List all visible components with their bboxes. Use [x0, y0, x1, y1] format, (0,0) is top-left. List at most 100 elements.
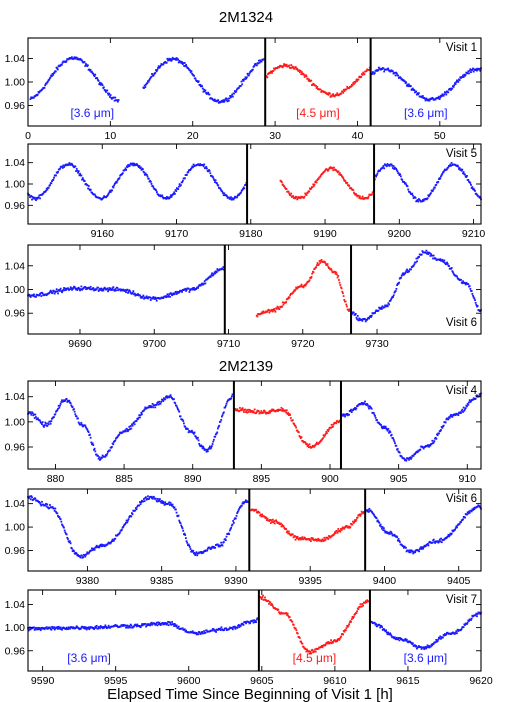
data-point	[290, 64, 293, 66]
data-point	[344, 179, 347, 182]
data-point	[101, 289, 103, 292]
data-point	[479, 196, 482, 198]
data-point	[237, 624, 240, 626]
data-point	[327, 168, 330, 171]
data-point	[473, 189, 476, 191]
data-point	[450, 633, 452, 636]
data-point	[57, 407, 59, 410]
data-point	[269, 518, 272, 521]
data-point	[326, 537, 329, 539]
data-point	[128, 289, 131, 292]
data-point	[397, 538, 400, 540]
data-point	[217, 101, 220, 104]
data-point	[476, 615, 478, 618]
data-point	[289, 294, 292, 297]
data-point	[381, 305, 384, 308]
data-point	[393, 440, 396, 443]
data-point	[113, 96, 115, 99]
y-tick-label: 1.04	[5, 260, 26, 272]
data-point	[38, 91, 41, 94]
data-point	[352, 311, 355, 314]
data-point	[47, 422, 49, 425]
data-point	[83, 626, 86, 628]
x-tick-label: 905	[390, 473, 408, 485]
data-point	[164, 501, 167, 504]
series-2-2	[279, 166, 375, 201]
data-point	[159, 500, 162, 503]
series-3-1	[27, 266, 225, 302]
data-point	[101, 543, 103, 546]
data-point	[136, 294, 139, 296]
data-point	[135, 508, 138, 511]
data-point	[266, 310, 269, 313]
data-point	[386, 305, 389, 308]
data-point	[391, 532, 393, 535]
data-point	[422, 447, 425, 450]
data-point	[263, 598, 266, 601]
data-point	[435, 183, 438, 186]
data-point	[131, 424, 134, 427]
data-point	[127, 292, 129, 294]
data-point	[133, 625, 135, 628]
data-point	[98, 546, 101, 549]
data-point	[349, 410, 352, 413]
data-point	[99, 83, 102, 86]
data-point	[80, 59, 83, 62]
data-point	[237, 509, 240, 512]
data-point	[397, 636, 400, 639]
data-point	[385, 165, 388, 168]
data-point	[198, 164, 201, 167]
data-point	[438, 178, 440, 181]
data-point	[420, 253, 423, 256]
data-point	[214, 272, 217, 275]
data-point	[338, 529, 341, 532]
data-point	[463, 409, 466, 412]
data-point	[284, 187, 287, 189]
data-point	[342, 295, 345, 297]
data-point	[145, 83, 147, 86]
data-point	[239, 625, 242, 627]
data-point	[451, 87, 454, 90]
data-point	[189, 289, 191, 292]
data-point	[221, 190, 224, 193]
data-point	[190, 168, 192, 170]
data-point	[75, 287, 78, 290]
data-point	[343, 299, 346, 301]
data-point	[305, 282, 308, 285]
data-point	[33, 628, 36, 631]
data-point	[333, 166, 335, 169]
data-point	[188, 544, 191, 547]
data-point	[85, 287, 88, 289]
data-point	[125, 626, 127, 629]
data-point	[212, 438, 215, 441]
data-point	[51, 625, 53, 628]
x-tick-label: 9700	[143, 338, 167, 350]
data-point	[385, 427, 388, 430]
data-point	[197, 287, 199, 289]
data-point	[71, 547, 73, 550]
data-point	[359, 195, 361, 198]
data-point	[234, 627, 237, 630]
data-point	[264, 311, 267, 314]
data-point	[301, 439, 304, 442]
data-point	[217, 426, 220, 428]
data-point	[53, 292, 56, 295]
data-point	[121, 172, 124, 175]
data-point	[61, 165, 63, 168]
data-point	[382, 67, 385, 70]
data-point	[389, 632, 392, 635]
data-point	[405, 81, 408, 84]
data-point	[44, 84, 47, 87]
data-point	[169, 196, 172, 198]
data-point	[97, 286, 99, 289]
data-point	[380, 625, 383, 627]
data-point	[113, 539, 115, 542]
data-point	[455, 81, 458, 84]
data-point	[461, 76, 464, 78]
data-point	[63, 287, 65, 289]
data-point	[440, 429, 442, 431]
data-point	[364, 320, 367, 323]
data-point	[374, 311, 376, 314]
